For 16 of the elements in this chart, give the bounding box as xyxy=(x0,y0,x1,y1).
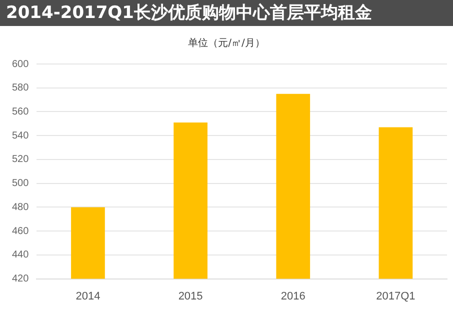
x-tick-label: 2017Q1 xyxy=(376,290,416,302)
y-tick-label: 540 xyxy=(12,130,30,142)
x-tick-label: 2016 xyxy=(280,290,306,302)
x-tick-label: 2014 xyxy=(76,290,100,302)
y-tick-label: 520 xyxy=(12,154,30,166)
y-tick-label: 580 xyxy=(12,82,30,94)
y-tick-label: 600 xyxy=(12,58,30,70)
y-tick-label: 500 xyxy=(12,178,30,190)
chart-title: 2014-2017Q1长沙优质购物中心首层平均租金 xyxy=(0,0,453,26)
y-tick-label: 480 xyxy=(12,202,30,213)
x-tick-label: 2015 xyxy=(178,290,203,302)
y-tick-label: 420 xyxy=(12,274,30,285)
chart-subtitle: 单位（元/㎡/月） xyxy=(187,36,266,50)
y-tick-label: 460 xyxy=(12,226,30,237)
y-tick-label: 560 xyxy=(12,106,30,118)
y-tick-label: 440 xyxy=(12,250,30,261)
